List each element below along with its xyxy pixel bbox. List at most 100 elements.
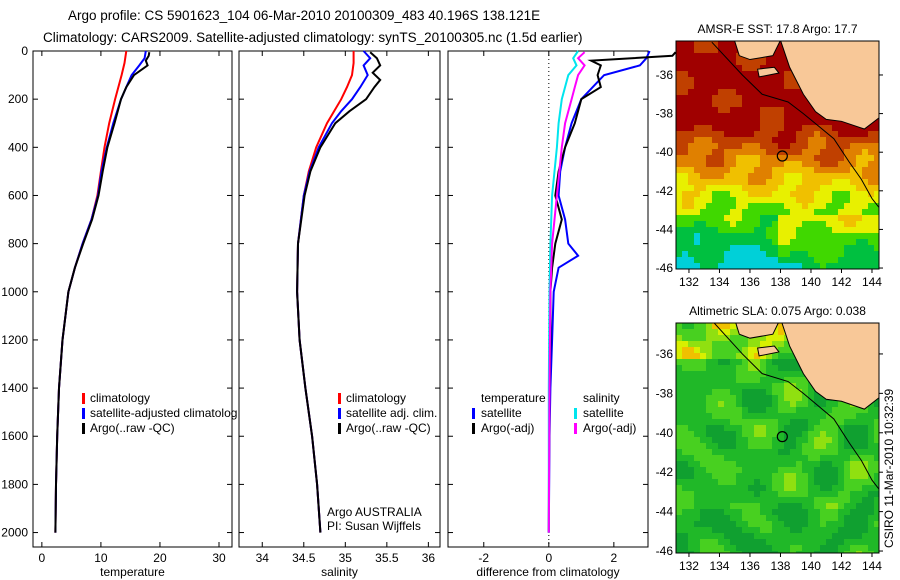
map-cell: [862, 197, 868, 203]
map-cell: [754, 449, 760, 455]
map-cell: [784, 359, 790, 365]
map-cell: [688, 443, 694, 449]
map-cell: [694, 53, 700, 59]
map-cell: [772, 203, 778, 209]
map-cell: [730, 365, 736, 371]
map-cell: [694, 521, 700, 527]
map-cell: [814, 437, 820, 443]
map-cell: [754, 125, 760, 131]
map-cell: [772, 143, 778, 149]
map-cell: [844, 257, 850, 263]
map-cell: [784, 251, 790, 257]
map-cell: [706, 521, 712, 527]
map-cell: [694, 545, 700, 551]
map-cell: [820, 515, 826, 521]
map-cell: [772, 485, 778, 491]
map-cell: [694, 185, 700, 191]
map-cell: [766, 179, 772, 185]
map-cell: [682, 143, 688, 149]
map-cell: [742, 551, 748, 553]
map-cell: [676, 551, 682, 553]
map-cell: [724, 521, 730, 527]
map-cell: [766, 161, 772, 167]
map-cell: [820, 413, 826, 419]
map-cell: [808, 179, 814, 185]
map-cell: [784, 347, 790, 353]
map-cell: [832, 527, 838, 533]
map-cell: [874, 545, 879, 551]
legend-label: satellite: [481, 406, 522, 420]
map-cell: [724, 203, 730, 209]
map-cell: [778, 347, 784, 353]
map-cell: [766, 395, 772, 401]
map-cell: [838, 233, 844, 239]
map-cell: [754, 107, 760, 113]
map-cell: [874, 473, 879, 479]
map-cell: [724, 323, 730, 329]
map-cell: [778, 257, 784, 263]
map-cell: [736, 551, 742, 553]
map-cell: [832, 491, 838, 497]
map-cell: [724, 101, 730, 107]
map-cell: [682, 467, 688, 473]
map-cell: [718, 227, 724, 233]
map-cell: [736, 509, 742, 515]
map-cell: [688, 191, 694, 197]
map-cell: [808, 497, 814, 503]
map-cell: [718, 71, 724, 77]
map-cell: [694, 59, 700, 65]
map-cell: [874, 533, 879, 539]
map-cell: [832, 419, 838, 425]
map-cell: [772, 239, 778, 245]
map-cell: [676, 383, 682, 389]
map-cell: [844, 227, 850, 233]
map-cell: [820, 185, 826, 191]
map-cell: [838, 251, 844, 257]
map-cell: [820, 149, 826, 155]
map-cell: [778, 401, 784, 407]
map-cell: [682, 533, 688, 539]
map-cell: [796, 449, 802, 455]
map-cell: [790, 143, 796, 149]
map-cell: [712, 467, 718, 473]
map-cell: [778, 71, 784, 77]
map-cell: [736, 203, 742, 209]
map-cell: [730, 131, 736, 137]
map-cell: [682, 509, 688, 515]
map-cell: [724, 119, 730, 125]
map-cell: [796, 401, 802, 407]
map-cell: [838, 509, 844, 515]
map-cell: [694, 221, 700, 227]
map-cell: [736, 263, 742, 269]
map-cell: [772, 131, 778, 137]
map-cell: [754, 359, 760, 365]
map-cell: [676, 65, 682, 71]
map-cell: [790, 167, 796, 173]
map-cell: [838, 521, 844, 527]
map-cell: [748, 515, 754, 521]
map-cell: [712, 125, 718, 131]
map-cell: [736, 437, 742, 443]
map-cell: [802, 443, 808, 449]
map-cell: [688, 383, 694, 389]
map-cell: [808, 491, 814, 497]
map-cell: [820, 521, 826, 527]
map-cell: [796, 101, 802, 107]
map-cell: [826, 119, 832, 125]
map-cell: [850, 227, 856, 233]
map-cell: [814, 467, 820, 473]
map-cell: [694, 377, 700, 383]
map-cell: [808, 203, 814, 209]
map-cell: [682, 197, 688, 203]
map-cell: [766, 119, 772, 125]
map-cell: [736, 335, 742, 341]
map-cell: [676, 221, 682, 227]
map-cell: [730, 209, 736, 215]
map-cell: [676, 119, 682, 125]
y-tick-label: 1000: [1, 285, 28, 299]
map-cell: [790, 509, 796, 515]
map-cell: [718, 263, 724, 269]
map-cell: [688, 359, 694, 365]
map-cell: [688, 155, 694, 161]
map-cell: [682, 107, 688, 113]
